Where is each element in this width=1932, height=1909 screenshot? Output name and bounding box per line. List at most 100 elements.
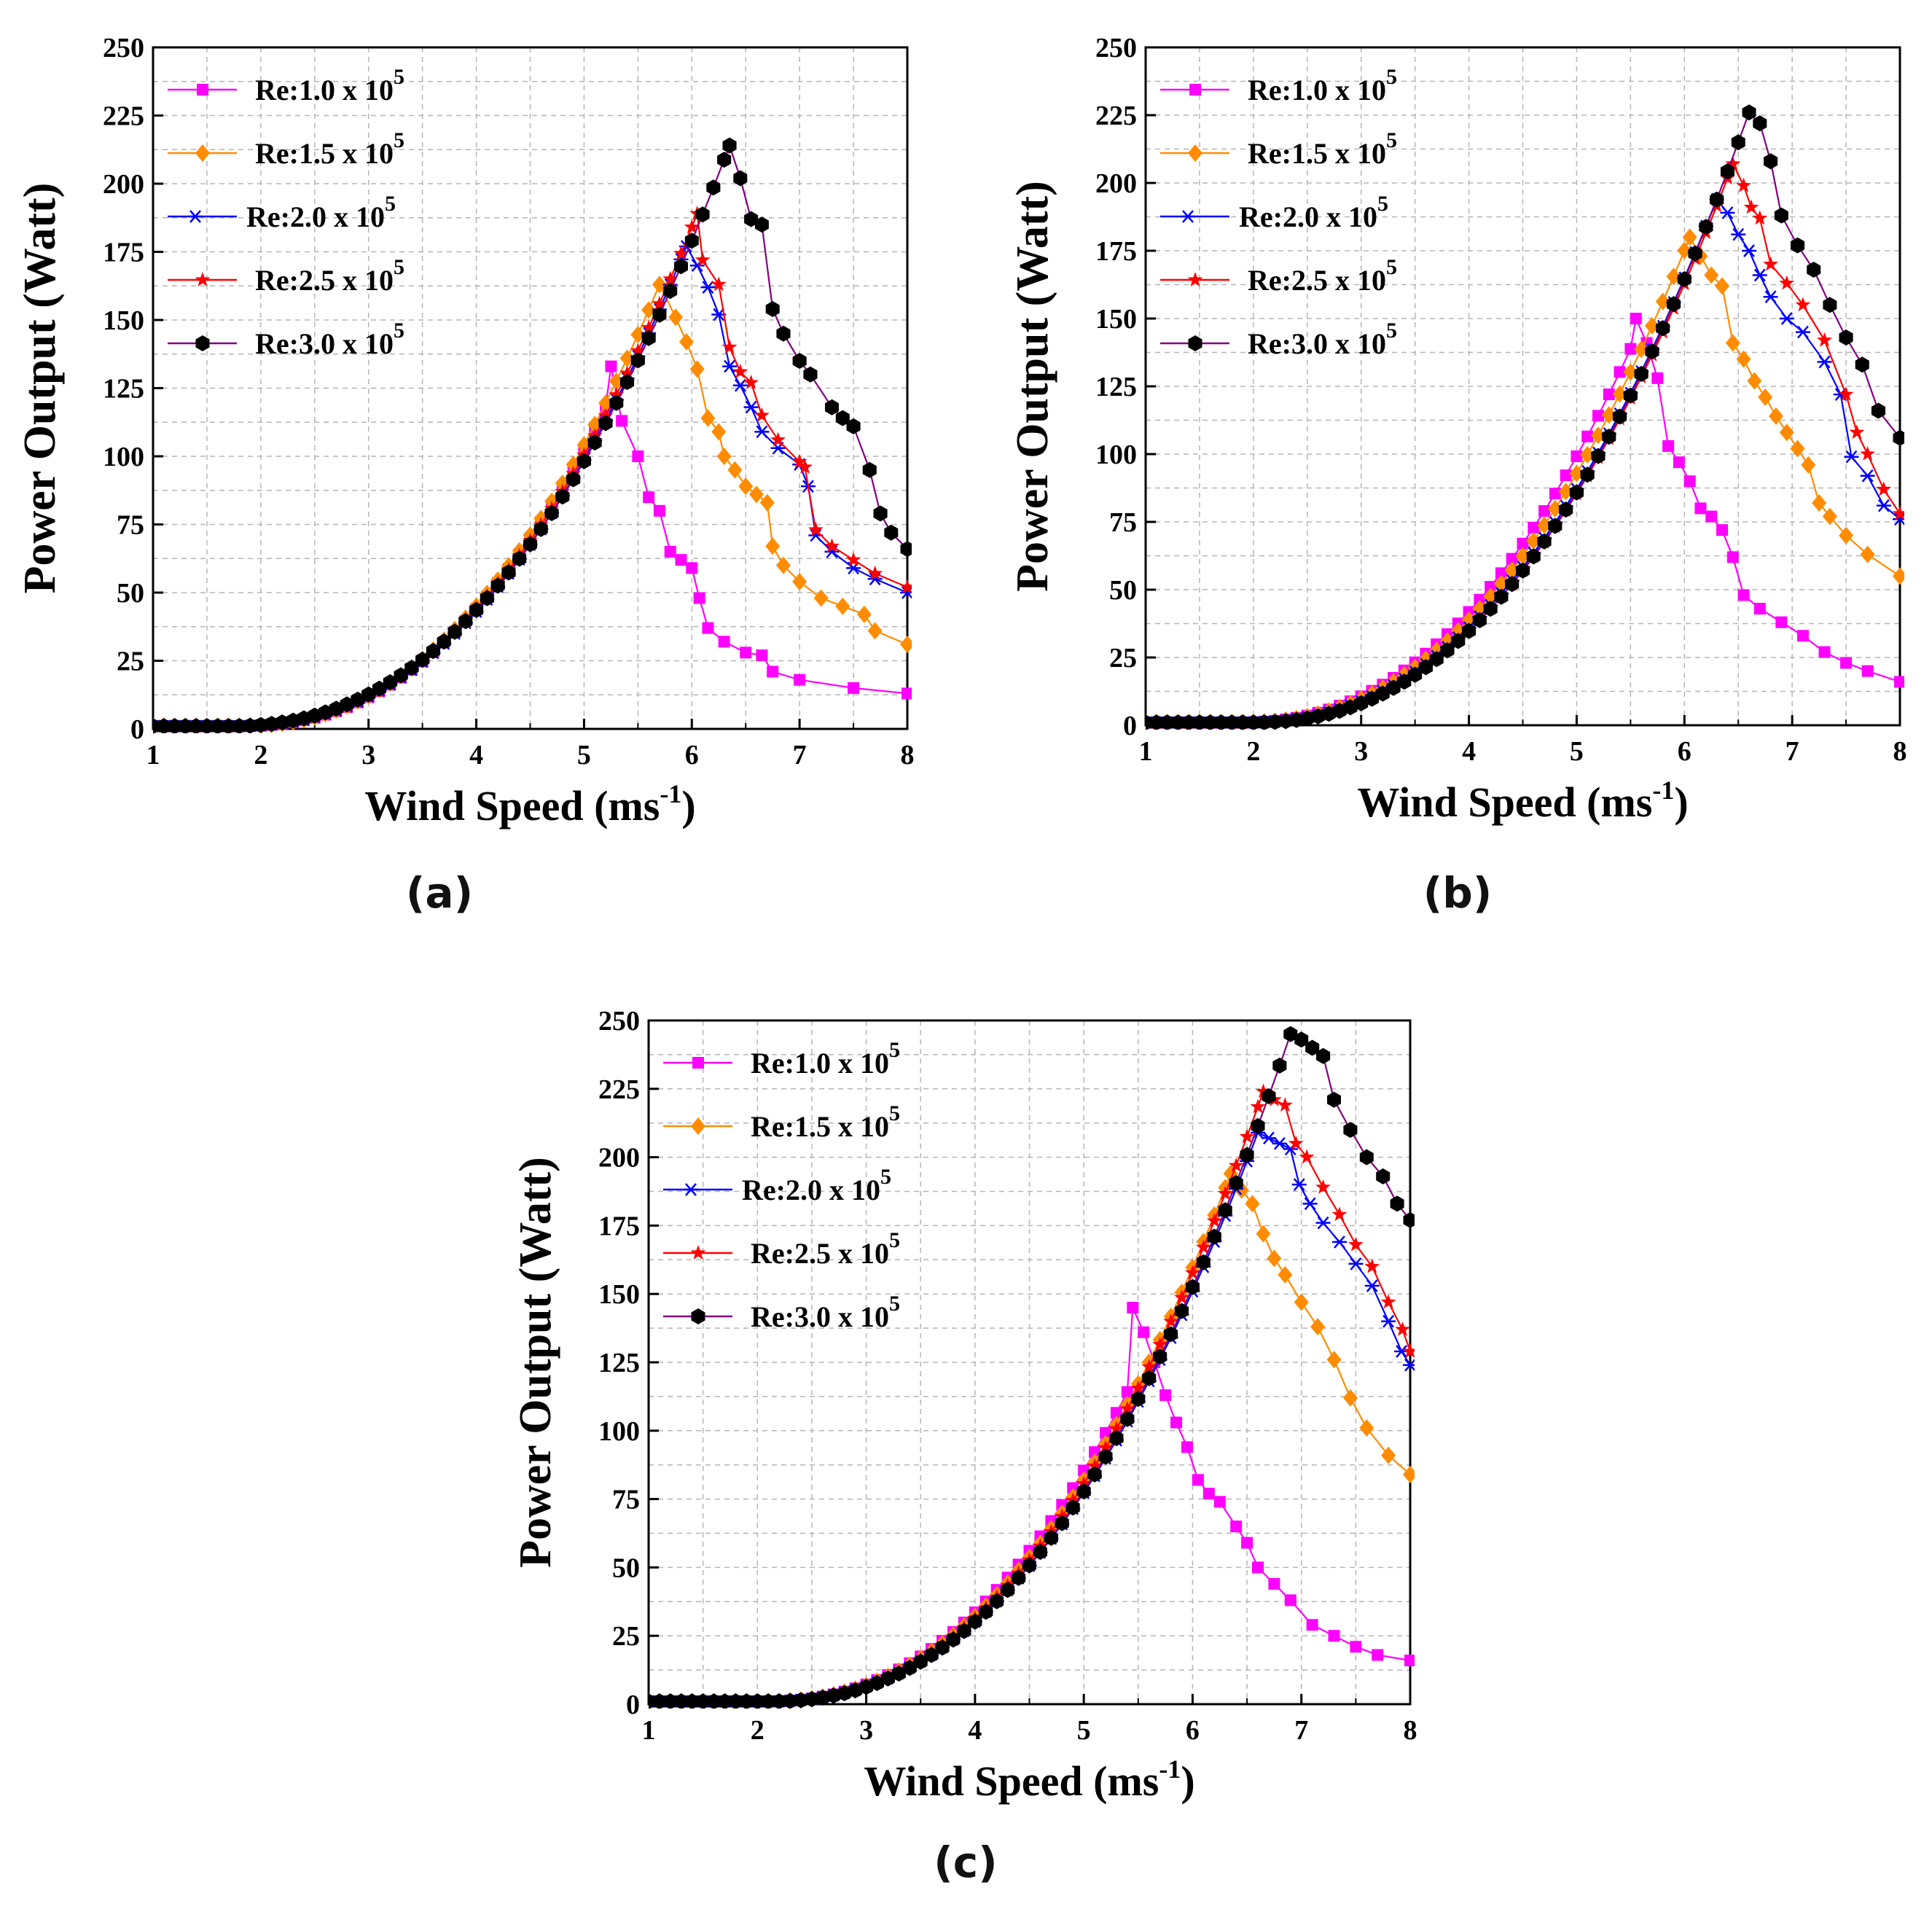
series-4-point	[696, 1693, 711, 1709]
series-4-point	[1774, 207, 1788, 224]
series-4-point	[1235, 714, 1250, 730]
series-1-point	[727, 461, 743, 479]
series-3-point	[652, 295, 668, 311]
series-3-point	[1725, 156, 1741, 171]
series-1-point	[1612, 385, 1627, 403]
legend-sup: 5	[1377, 192, 1388, 216]
series-3-point	[641, 319, 657, 335]
legend-sup: 5	[889, 1292, 900, 1316]
series-0-point	[1350, 1641, 1362, 1653]
y-tick-label: 125	[103, 374, 144, 405]
series-1-point	[1267, 1249, 1282, 1268]
series-0-point	[1213, 1496, 1226, 1508]
series-4-point	[1246, 714, 1261, 730]
series-4-point	[329, 700, 343, 717]
series-1-point	[1682, 228, 1697, 246]
series-3-point	[1763, 256, 1778, 271]
y-tick-label: 150	[1095, 304, 1137, 335]
series-4-point	[1823, 297, 1837, 313]
series-4-point	[722, 137, 737, 154]
series-2-point	[700, 281, 716, 294]
legend-sup: 5	[394, 65, 404, 89]
y-tick-label: 175	[103, 238, 144, 268]
series-2-point	[754, 425, 770, 439]
series-1-point	[1779, 423, 1794, 442]
series-4-point	[816, 1690, 830, 1706]
series-4-point	[707, 1693, 721, 1709]
series-line-2	[649, 1131, 1411, 1703]
series-4-point	[837, 1685, 852, 1701]
series-4-point	[458, 613, 473, 630]
series-4-point	[1871, 402, 1885, 419]
series-4-point	[469, 601, 484, 618]
series-0-point	[1694, 502, 1707, 515]
series-2-point	[1763, 290, 1778, 304]
panel-label-b: (b)	[1423, 868, 1493, 918]
series-4-point	[211, 718, 225, 733]
x-tick-label: 6	[1678, 736, 1692, 767]
series-3-point	[1174, 1289, 1189, 1305]
legend-marker-3	[1187, 272, 1203, 286]
series-1-point	[641, 301, 657, 319]
legend-label-3: Re:2.5 x 105	[751, 1228, 900, 1270]
series-1-point	[1655, 292, 1670, 311]
series-4-point	[1418, 659, 1433, 676]
plot-area	[1146, 104, 1904, 730]
series-1-point	[1812, 493, 1827, 512]
series-4-point	[1634, 366, 1649, 382]
series-3-point	[695, 251, 711, 267]
series-0-point	[1241, 1537, 1254, 1549]
series-1-point	[1715, 277, 1730, 295]
series-4-point	[803, 366, 818, 383]
series-4-point	[641, 329, 656, 346]
series-1-point	[1839, 526, 1854, 544]
series-1-point	[1623, 363, 1638, 381]
x-tick-label: 1	[1139, 736, 1153, 767]
series-4-point	[652, 1693, 667, 1709]
series-4-point	[1855, 356, 1869, 373]
panel-c: 1 2 3 4 5 6 7 8 0 25 50 75 100 125 150 175 200 225 250 Wind…	[511, 1006, 1417, 1805]
series-4-point	[1311, 708, 1326, 725]
series-4-point	[168, 718, 182, 733]
series-3-point	[598, 407, 614, 423]
series-0-point	[1840, 657, 1853, 669]
series-1-point	[867, 622, 883, 640]
series-3-point	[1779, 275, 1795, 290]
series-4-point	[761, 1693, 775, 1709]
series-2-point	[732, 378, 748, 392]
series-1-point	[765, 537, 781, 555]
series-0-point	[1716, 524, 1729, 536]
series-2-point	[1720, 206, 1735, 219]
series-3-point	[711, 276, 727, 292]
x-tick-label: 3	[361, 740, 375, 770]
series-0-point	[1581, 430, 1594, 442]
series-1-point	[652, 276, 667, 294]
legend-marker-0	[197, 84, 208, 95]
series-4-point	[1516, 562, 1530, 579]
y-tick-label: 175	[598, 1211, 640, 1241]
plot-area	[649, 1026, 1415, 1709]
series-4-point	[1753, 115, 1767, 132]
series-2-point	[1817, 355, 1832, 369]
legend-text: Re:1.0 x 10	[751, 1047, 889, 1080]
series-1-point	[1634, 340, 1649, 359]
series-4-point	[880, 1670, 895, 1687]
series-4-point	[1390, 1195, 1404, 1212]
legend-sup: 5	[394, 128, 404, 152]
axis-ticks: 1 2 3 4 5 6 7 8 0 25 50 75 100 125 150 175 200 225 250	[1095, 33, 1907, 767]
series-0-point	[1861, 665, 1874, 677]
series-3-point	[1087, 1458, 1103, 1473]
series-2-point	[1302, 1197, 1318, 1211]
legend-text: Re:2.5 x 10	[1248, 264, 1386, 297]
series-4-point	[990, 1593, 1004, 1609]
series-4-point	[862, 461, 877, 478]
series-4-point	[846, 418, 861, 434]
series-3-point	[824, 538, 840, 553]
series-3-point	[1256, 1083, 1271, 1098]
series-3-point	[609, 386, 625, 402]
series-2-point	[1893, 512, 1904, 526]
series-1-point	[689, 360, 705, 378]
series-4-point	[286, 712, 300, 729]
series-0-point	[653, 504, 665, 517]
